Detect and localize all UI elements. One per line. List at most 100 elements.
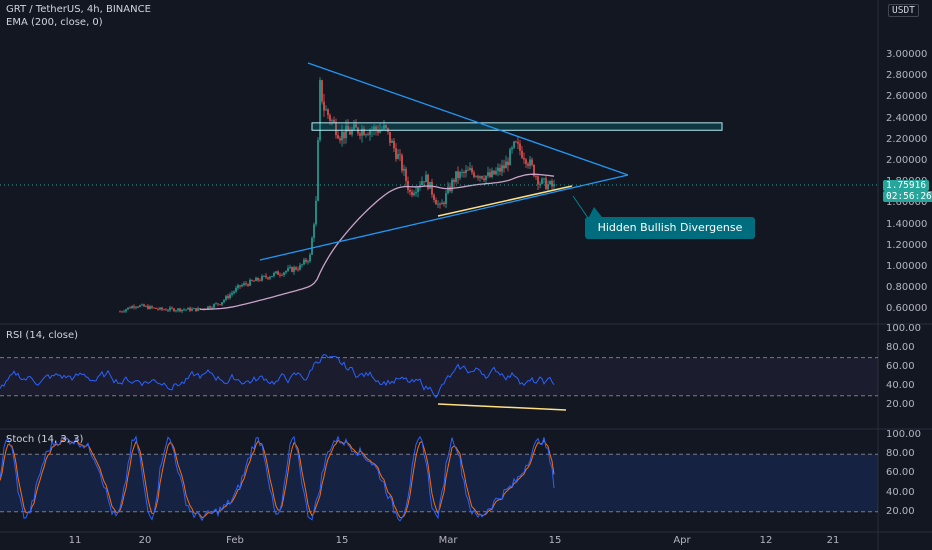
candle-body	[321, 80, 323, 102]
candle-body	[543, 178, 545, 180]
candle-body	[165, 309, 167, 311]
candle-body	[147, 305, 149, 310]
candle-body	[233, 291, 235, 294]
candle-body	[149, 306, 151, 310]
candle-body	[195, 308, 197, 311]
candle-body	[373, 126, 375, 130]
candle-body	[469, 168, 471, 171]
rsi-tick: 60.00	[886, 361, 915, 373]
resistance-zone	[311, 122, 723, 131]
candle-body	[511, 147, 513, 150]
candle-body	[301, 264, 303, 266]
candle-body	[183, 309, 185, 311]
candle-body	[127, 307, 129, 310]
candle-body	[237, 285, 239, 289]
candle-body	[425, 174, 427, 183]
candle-body	[351, 129, 353, 135]
lower-trendline	[259, 174, 629, 261]
price-tick: 2.00000	[886, 155, 928, 166]
candle-body	[223, 299, 225, 303]
candle-body	[207, 306, 209, 309]
candle-body	[173, 308, 175, 312]
candle-body	[547, 184, 549, 190]
candle-body	[169, 307, 171, 311]
candle-body	[545, 178, 547, 190]
rsi-tick: 100.00	[886, 323, 921, 334]
candle-body	[409, 190, 411, 192]
candle-body	[137, 306, 139, 308]
candle-body	[497, 167, 499, 172]
candle-body	[445, 193, 447, 205]
candle-body	[157, 308, 159, 310]
candle-body	[293, 267, 295, 272]
candle-body	[305, 259, 307, 262]
candle-body	[535, 176, 537, 177]
candle-body	[541, 178, 543, 184]
candle-body	[287, 268, 289, 272]
stoch-title[interactable]: Stoch (14, 3, 3)	[6, 434, 84, 445]
stoch-tick: 80.00	[886, 448, 915, 460]
rsi-title[interactable]: RSI (14, close)	[6, 330, 79, 341]
candle-body	[461, 171, 463, 173]
candle-body	[361, 128, 363, 136]
time-tick: 21	[826, 535, 840, 546]
candle-body	[353, 124, 355, 130]
candle-body	[135, 306, 137, 308]
price-tick: 1.40000	[886, 218, 928, 230]
candle-body	[311, 237, 313, 255]
candle-body	[495, 171, 497, 175]
candle-body	[221, 302, 223, 305]
candle-body	[453, 179, 455, 182]
candle-body	[397, 154, 399, 159]
candle-body	[123, 311, 125, 313]
candle-body	[377, 129, 379, 133]
currency-badge[interactable]: USDT	[888, 4, 919, 17]
candle-body	[337, 135, 339, 139]
candle-body	[155, 307, 157, 309]
candle-body	[367, 134, 369, 136]
candle-body	[467, 170, 469, 171]
candle-body	[177, 308, 179, 311]
divergence-callout[interactable]: Hidden Bullish Divergense	[585, 207, 755, 239]
candle-body	[255, 277, 257, 281]
stoch-band	[0, 454, 878, 512]
candle-body	[273, 272, 275, 276]
candle-body	[427, 174, 429, 189]
candle-body	[191, 308, 193, 311]
symbol-title[interactable]: GRT / TetherUS, 4h, BINANCE	[6, 4, 151, 15]
candle-body	[509, 149, 511, 166]
time-tick: Apr	[673, 535, 691, 546]
candle-body	[253, 280, 255, 282]
candle-body	[193, 308, 195, 309]
candle-body	[249, 279, 251, 286]
candle-body	[549, 181, 551, 185]
candle-body	[209, 306, 211, 308]
candle-body	[513, 141, 515, 148]
candle-body	[245, 283, 247, 285]
candle-body	[433, 194, 435, 201]
time-tick: 20	[138, 535, 152, 546]
candle-body	[455, 171, 457, 182]
candle-body	[359, 133, 361, 136]
candle-body	[261, 275, 263, 281]
candle-body	[501, 165, 503, 172]
candle-body	[517, 142, 519, 144]
rsi-band	[0, 357, 878, 396]
candle-body	[265, 275, 267, 278]
price-tick: 2.80000	[886, 70, 928, 82]
candle-body	[389, 131, 391, 143]
candle-body	[211, 307, 213, 309]
candle-body	[399, 154, 401, 156]
candle-body	[499, 167, 501, 172]
candle-body	[487, 172, 489, 176]
candle-body	[347, 125, 349, 132]
ema-legend[interactable]: EMA (200, close, 0)	[6, 17, 103, 28]
candle-body	[441, 202, 443, 205]
candle-body	[481, 176, 483, 179]
candle-body	[407, 181, 409, 191]
candle-body	[159, 307, 161, 310]
candle-body	[241, 285, 243, 287]
candle-body	[119, 311, 121, 313]
candle-body	[363, 128, 365, 136]
